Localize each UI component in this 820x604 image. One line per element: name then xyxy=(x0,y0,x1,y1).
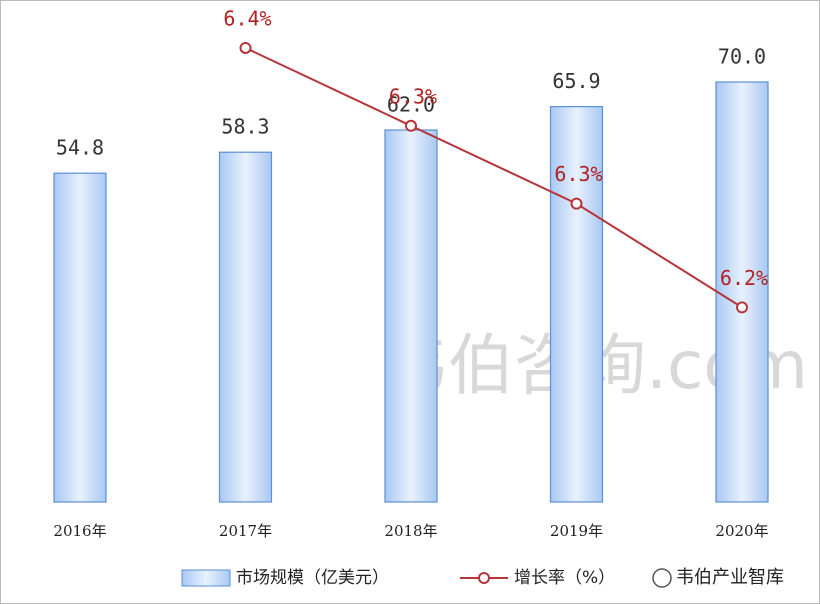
brand-icon xyxy=(652,568,672,588)
legend-label: 市场规模（亿美元） xyxy=(236,568,389,588)
bar xyxy=(53,172,107,503)
bar xyxy=(715,81,769,503)
line-point xyxy=(239,41,252,54)
data-label: 6.3% xyxy=(554,162,602,186)
data-label: 6.3% xyxy=(389,84,437,108)
line-point xyxy=(736,301,748,314)
line-point xyxy=(570,197,583,210)
bar xyxy=(549,105,604,503)
bar xyxy=(384,129,438,503)
data-label: 6.4% xyxy=(223,6,271,30)
brand-watermark: 韦伯产业智库 xyxy=(676,567,784,588)
bar xyxy=(218,151,273,503)
x-tick-label: 2016年 xyxy=(53,522,106,540)
x-tick-label: 2018年 xyxy=(384,522,437,540)
data-label: 62.0 xyxy=(387,93,435,117)
legend-swatch xyxy=(478,572,490,584)
x-tick-label: 2019年 xyxy=(550,522,603,540)
line xyxy=(245,47,743,309)
data-label: 54.8 xyxy=(56,136,104,160)
legend-label: 增长率（%） xyxy=(514,568,615,588)
x-tick-label: 2020年 xyxy=(715,522,768,540)
data-label: 70.0 xyxy=(718,45,766,69)
legend-swatch xyxy=(181,569,231,587)
x-tick-label: 2017年 xyxy=(219,522,272,540)
line-point xyxy=(405,119,417,132)
data-label: 65.9 xyxy=(552,69,600,93)
data-label: 6.2% xyxy=(720,266,768,290)
data-label: 58.3 xyxy=(221,115,269,139)
